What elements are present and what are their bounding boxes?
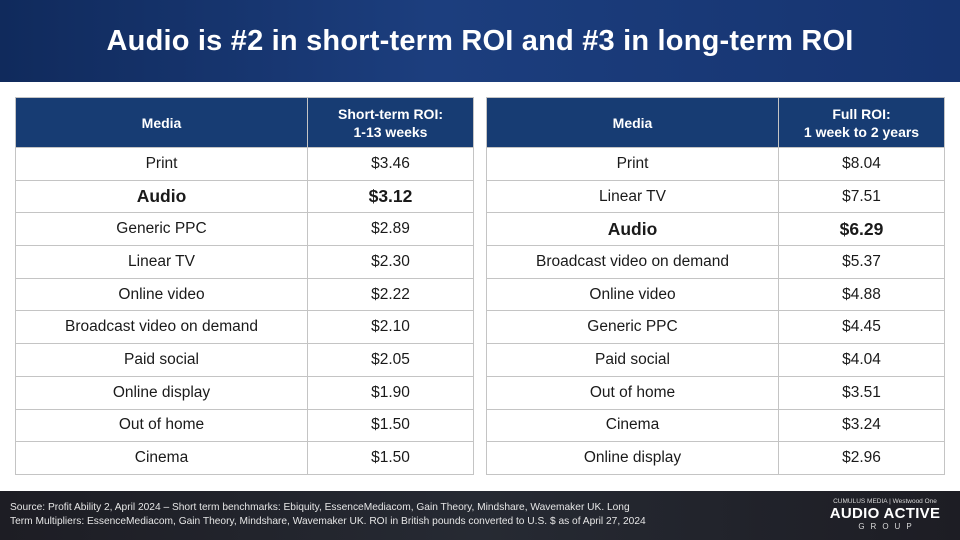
short-term-value-header-line1: Short-term ROI: (338, 105, 443, 122)
full-roi-row: Linear TV $7.51 (486, 179, 945, 214)
full-roi-value-cell: $3.24 (778, 408, 945, 443)
full-roi-row: Broadcast video on demand $5.37 (486, 245, 945, 279)
short-term-header-row: Media Short-term ROI: 1-13 weeks (15, 97, 474, 148)
short-term-media-cell: Cinema (15, 441, 308, 475)
full-roi-value-cell: $4.88 (778, 277, 945, 312)
short-term-value-cell: $2.05 (307, 343, 474, 377)
short-term-value-cell: $1.50 (307, 441, 474, 475)
short-term-row: Print $3.46 (15, 147, 474, 181)
short-term-value-cell: $2.10 (307, 310, 474, 345)
short-term-row: Generic PPC $2.89 (15, 212, 474, 247)
full-roi-value-header-line1: Full ROI: (832, 105, 891, 122)
full-roi-value-header-line2: 1 week to 2 years (803, 123, 920, 140)
full-roi-media-cell: Generic PPC (486, 310, 779, 345)
short-term-row: Cinema $1.50 (15, 441, 474, 475)
short-term-media-cell: Online display (15, 375, 308, 410)
short-term-roi-table: Media Short-term ROI: 1-13 weeks Print $3… (15, 97, 474, 475)
short-term-media-header: Media (15, 97, 308, 148)
short-term-value-cell: $1.90 (307, 375, 474, 410)
short-term-media-cell: Audio (15, 179, 308, 214)
short-term-row: Online display $1.90 (15, 375, 474, 410)
full-roi-media-cell: Cinema (486, 408, 779, 443)
full-roi-media-cell: Online video (486, 277, 779, 312)
title-banner: Audio is #2 in short-term ROI and #3 in … (0, 0, 960, 82)
short-term-media-cell: Broadcast video on demand (15, 310, 308, 345)
short-term-value-cell: $3.46 (307, 147, 474, 181)
full-roi-row: Print $8.04 (486, 147, 945, 181)
short-term-media-cell: Print (15, 147, 308, 181)
short-term-media-cell: Generic PPC (15, 212, 308, 247)
full-roi-table-body: Print $8.04 Linear TV $7.51 Audio $6.29 Broadc… (486, 147, 945, 475)
full-roi-row: Cinema $3.24 (486, 408, 945, 443)
short-term-media-cell: Online video (15, 277, 308, 312)
full-roi-value-cell: $4.04 (778, 343, 945, 377)
full-roi-value-cell: $5.37 (778, 245, 945, 279)
short-term-value-cell: $1.50 (307, 408, 474, 443)
audio-active-group-logo: CUMULUS MEDIA | Westwood One AUDIO ACTIV… (826, 497, 944, 532)
logo-main-text: AUDIO ACTIVE (829, 505, 941, 522)
full-roi-media-cell: Online display (486, 441, 779, 475)
full-roi-media-cell: Audio (486, 212, 779, 247)
short-term-row: Linear TV $2.30 (15, 245, 474, 279)
full-roi-media-header: Media (486, 97, 779, 148)
short-term-media-cell: Paid social (15, 343, 308, 377)
short-term-media-cell: Out of home (15, 408, 308, 443)
short-term-row: Online video $2.22 (15, 277, 474, 312)
short-term-value-cell: $2.22 (307, 277, 474, 312)
short-term-row: Audio $3.12 (15, 179, 474, 214)
full-roi-row: Online display $2.96 (486, 441, 945, 475)
full-roi-value-cell: $2.96 (778, 441, 945, 475)
full-roi-value-cell: $8.04 (778, 147, 945, 181)
full-roi-value-cell: $4.45 (778, 310, 945, 345)
full-roi-row: Out of home $3.51 (486, 375, 945, 410)
short-term-row: Paid social $2.05 (15, 343, 474, 377)
short-term-value-cell: $2.30 (307, 245, 474, 279)
short-term-value-header: Short-term ROI: 1-13 weeks (307, 97, 474, 148)
source-line-2: Term Multipliers: EssenceMediacom, Gain … (10, 516, 646, 527)
page-title: Audio is #2 in short-term ROI and #3 in … (106, 24, 854, 57)
short-term-row: Broadcast video on demand $2.10 (15, 310, 474, 345)
full-roi-media-cell: Broadcast video on demand (486, 245, 779, 279)
full-roi-value-cell: $6.29 (778, 212, 945, 247)
full-roi-row: Online video $4.88 (486, 277, 945, 312)
short-term-table-body: Print $3.46 Audio $3.12 Generic PPC $2.89 Line… (15, 147, 474, 475)
source-note: Source: Profit Ability 2, April 2024 – S… (10, 501, 750, 529)
logo-sub-text: GROUP (858, 522, 918, 531)
source-line-1: Source: Profit Ability 2, April 2024 – S… (10, 502, 630, 513)
full-roi-media-cell: Print (486, 147, 779, 181)
full-roi-row: Generic PPC $4.45 (486, 310, 945, 345)
short-term-value-cell: $3.12 (307, 179, 474, 214)
full-roi-row: Paid social $4.04 (486, 343, 945, 377)
short-term-value-cell: $2.89 (307, 212, 474, 247)
short-term-media-cell: Linear TV (15, 245, 308, 279)
full-roi-media-cell: Out of home (486, 375, 779, 410)
footer-bar: Source: Profit Ability 2, April 2024 – S… (0, 491, 960, 540)
full-roi-table: Media Full ROI: 1 week to 2 years Print $… (486, 97, 945, 475)
logo-top-line: CUMULUS MEDIA | Westwood One (833, 498, 937, 505)
full-roi-header-row: Media Full ROI: 1 week to 2 years (486, 97, 945, 148)
short-term-value-header-line2: 1-13 weeks (353, 123, 428, 140)
full-roi-value-cell: $7.51 (778, 179, 945, 214)
full-roi-value-cell: $3.51 (778, 375, 945, 410)
full-roi-media-cell: Linear TV (486, 179, 779, 214)
full-roi-value-header: Full ROI: 1 week to 2 years (778, 97, 945, 148)
full-roi-row: Audio $6.29 (486, 212, 945, 247)
full-roi-media-cell: Paid social (486, 343, 779, 377)
short-term-row: Out of home $1.50 (15, 408, 474, 443)
